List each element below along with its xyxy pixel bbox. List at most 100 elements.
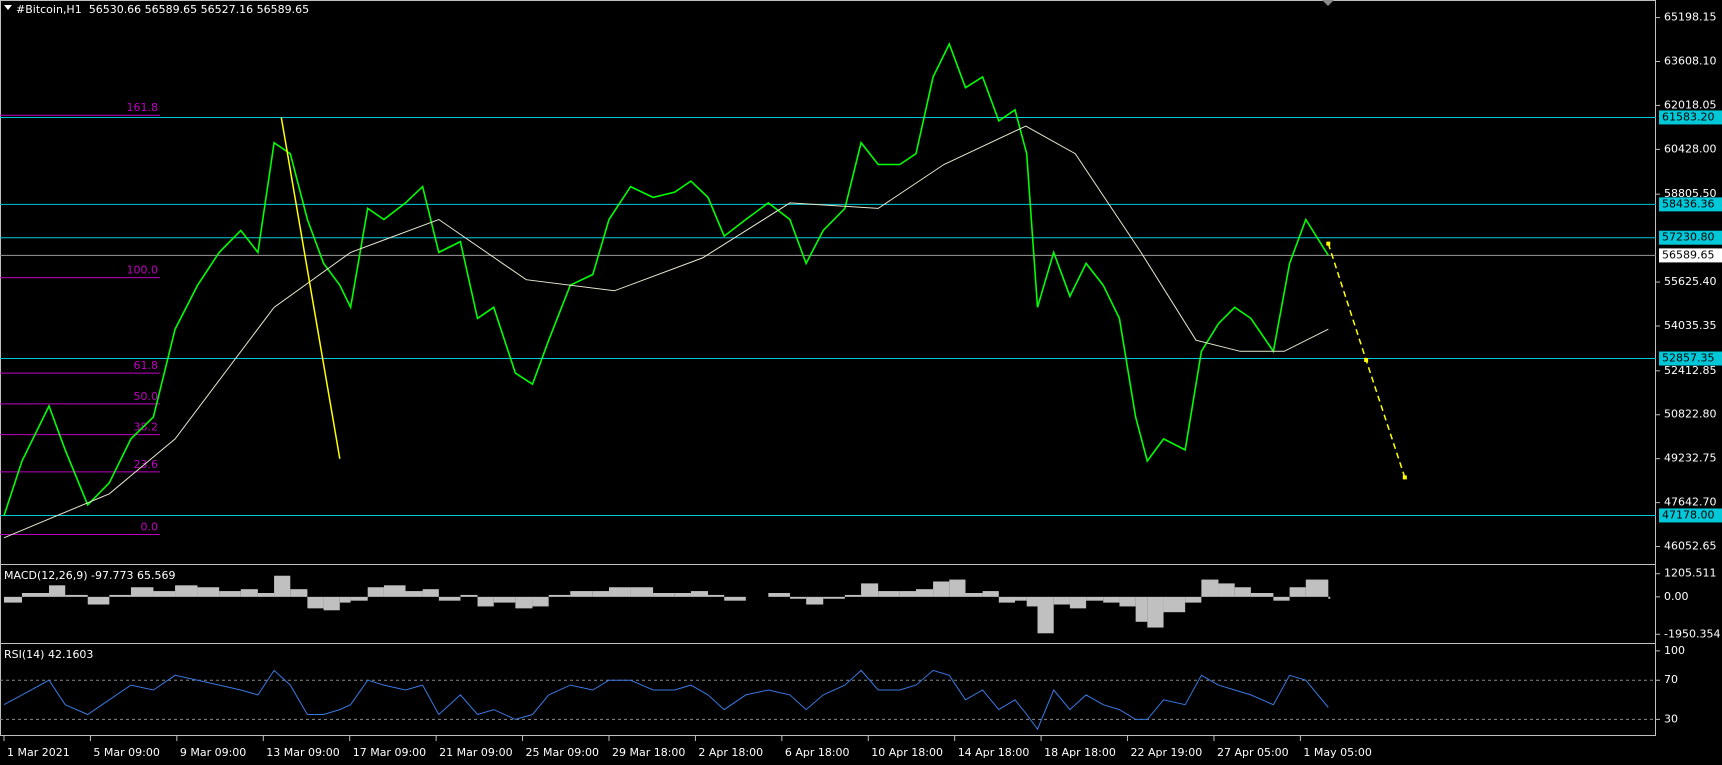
histogram-bar <box>1250 593 1274 597</box>
fib-label: 23.6 <box>134 458 159 471</box>
histogram-bar <box>307 596 324 609</box>
histogram-bar <box>175 585 198 597</box>
histogram-bar <box>323 596 340 611</box>
histogram-bar <box>460 594 478 597</box>
x-tick-label: 21 Mar 09:00 <box>439 746 512 759</box>
histogram-bar <box>438 596 461 601</box>
level-label-box <box>1659 197 1722 212</box>
histogram-bar <box>1163 596 1186 613</box>
x-tick-label: 1 Mar 2021 <box>7 746 70 759</box>
histogram-bar <box>1289 587 1306 597</box>
fib-label: 100.0 <box>127 264 159 277</box>
y-tick-label: 47642.70 <box>1664 496 1717 509</box>
histogram-bar <box>1103 596 1120 603</box>
histogram-bar <box>109 594 131 597</box>
x-tick-label: 6 Apr 18:00 <box>785 746 850 759</box>
histogram-bar <box>240 589 258 597</box>
x-tick-label: 13 Mar 09:00 <box>266 746 339 759</box>
trendline-anchor <box>1326 241 1331 246</box>
histogram-bar <box>130 587 154 597</box>
histogram-bar <box>1218 583 1235 597</box>
histogram-bar <box>915 589 934 597</box>
histogram-bar <box>1086 596 1104 601</box>
y-tick-label: 54035.35 <box>1664 319 1717 332</box>
y-tick-label: 46052.65 <box>1664 540 1717 553</box>
histogram-bar <box>690 591 709 597</box>
level-label: 58436.36 <box>1662 197 1715 210</box>
y-tick-label: 62018.05 <box>1664 98 1717 111</box>
panel-title: #Bitcoin,H1 56530.66 56589.65 56527.16 5… <box>16 3 309 16</box>
level-label-box <box>1659 508 1722 523</box>
x-tick-label: 10 Apr 18:00 <box>871 746 943 759</box>
histogram-bar <box>823 596 845 599</box>
histogram-bar <box>367 587 384 597</box>
histogram-bar <box>630 587 654 597</box>
level-label-box <box>1659 110 1722 125</box>
histogram-bar <box>515 596 533 609</box>
series-line <box>3 125 1329 539</box>
x-tick-label: 2 Apr 18:00 <box>698 746 763 759</box>
histogram-bar <box>22 593 50 597</box>
histogram-bar <box>949 579 966 597</box>
x-tick-label: 29 Mar 18:00 <box>612 746 685 759</box>
histogram-bar <box>339 596 351 603</box>
histogram-bar <box>477 596 494 607</box>
y-tick-label: 58805.50 <box>1664 187 1717 200</box>
histogram-bar <box>4 596 23 603</box>
y-tick-label: 55625.40 <box>1664 275 1717 288</box>
histogram-bar <box>350 596 368 601</box>
histogram-bar <box>789 596 807 599</box>
histogram-bar <box>290 589 308 597</box>
y-tick-label: -1950.354 <box>1664 627 1720 640</box>
histogram-bar <box>570 591 593 597</box>
x-tick-label: 5 Mar 09:00 <box>93 746 159 759</box>
panel-title: RSI(14) 42.1603 <box>4 648 93 661</box>
histogram-bar <box>274 575 291 597</box>
histogram-bar <box>1305 579 1329 597</box>
series-line <box>3 669 1329 731</box>
histogram-bar <box>1119 596 1136 607</box>
y-tick-label: 100 <box>1664 644 1685 657</box>
fib-label: 0.0 <box>141 520 159 533</box>
y-tick-label: 63608.10 <box>1664 54 1717 67</box>
histogram-bar <box>1234 587 1251 597</box>
y-tick-label: 0.00 <box>1664 590 1689 603</box>
x-tick-label: 14 Apr 18:00 <box>958 746 1030 759</box>
y-tick-label: 49232.75 <box>1664 452 1717 465</box>
histogram-bar <box>1053 596 1070 605</box>
histogram-bar <box>87 596 110 605</box>
trendline-anchor <box>1364 357 1369 362</box>
histogram-bar <box>219 591 241 597</box>
y-tick-label: 52412.85 <box>1664 364 1717 377</box>
current-price-label: 56589.65 <box>1662 248 1715 261</box>
histogram-bar <box>998 596 1016 603</box>
histogram-bar <box>197 587 220 597</box>
y-tick-label: 60428.00 <box>1664 142 1717 155</box>
histogram-bar <box>532 596 549 607</box>
histogram-bar <box>405 591 423 597</box>
y-tick-label: 1205.511 <box>1664 567 1717 580</box>
histogram-bar <box>422 589 439 597</box>
histogram-bar <box>768 593 790 597</box>
histogram-bar <box>1185 596 1202 603</box>
histogram-bar <box>933 581 950 597</box>
histogram-bar <box>548 594 571 597</box>
histogram-bar <box>982 591 999 597</box>
histogram-bar <box>965 593 983 597</box>
y-tick-label: 50822.80 <box>1664 408 1717 421</box>
histogram-bar <box>1273 596 1290 601</box>
histogram-bar <box>1328 596 1331 599</box>
menu-arrow[interactable] <box>4 5 12 10</box>
histogram-bar <box>1135 596 1148 622</box>
histogram-bar <box>608 587 631 597</box>
x-tick-label: 1 May 05:00 <box>1303 746 1371 759</box>
histogram-bar <box>844 594 862 597</box>
histogram-bar <box>1015 596 1027 601</box>
level-label: 61583.20 <box>1662 110 1715 123</box>
fib-label: 61.8 <box>134 359 159 372</box>
fib-label: 38.2 <box>134 421 159 434</box>
fib-label: 50.0 <box>134 390 159 403</box>
histogram-bar <box>1026 596 1038 607</box>
level-label: 57230.80 <box>1662 231 1715 244</box>
histogram-bar <box>1069 596 1087 609</box>
